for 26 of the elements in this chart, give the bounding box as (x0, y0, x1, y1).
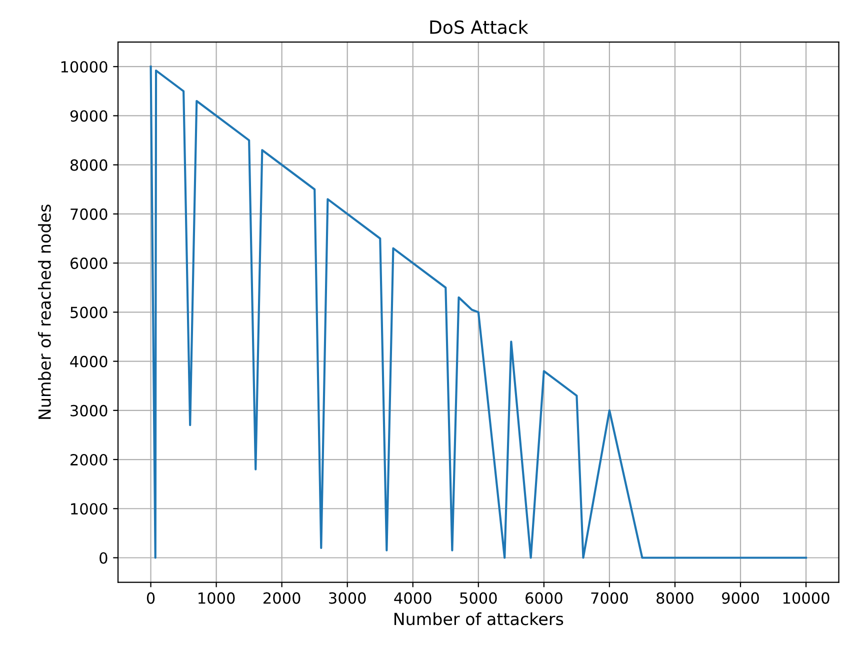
x-tick-label: 4000 (394, 592, 432, 604)
x-tick-label: 10000 (783, 592, 830, 604)
y-tick-label: 8000 (70, 159, 108, 171)
y-tick-label: 3000 (70, 404, 108, 416)
x-tick-label: 7000 (591, 592, 628, 604)
x-tick-label: 5000 (460, 592, 497, 604)
y-tick-label: 7000 (70, 208, 108, 220)
line-series (150, 66, 808, 559)
y-axis-title: Number of reached nodes (38, 204, 51, 419)
y-tick-label: 2000 (70, 454, 108, 466)
x-tick-label: 6000 (526, 592, 562, 604)
x-tick-label: 9000 (722, 592, 759, 604)
x-tick-label: 0 (146, 592, 155, 604)
y-tick-label: 4000 (70, 356, 108, 368)
x-tick-label: 1000 (198, 592, 235, 604)
x-axis-title: Number of attackers (394, 612, 564, 626)
y-tick-label: 9000 (70, 110, 108, 122)
x-tick-label: 8000 (656, 592, 694, 604)
x-tick-label: 3000 (329, 592, 366, 604)
y-tick-label: 1000 (71, 503, 108, 515)
y-tick-label: 0 (100, 552, 108, 564)
y-tick-label: 10000 (61, 61, 108, 73)
chart-title: DoS Attack (430, 20, 528, 34)
y-tick-label: 6000 (70, 258, 108, 270)
x-tick-label: 2000 (264, 592, 300, 604)
y-tick-label: 5000 (70, 306, 108, 318)
